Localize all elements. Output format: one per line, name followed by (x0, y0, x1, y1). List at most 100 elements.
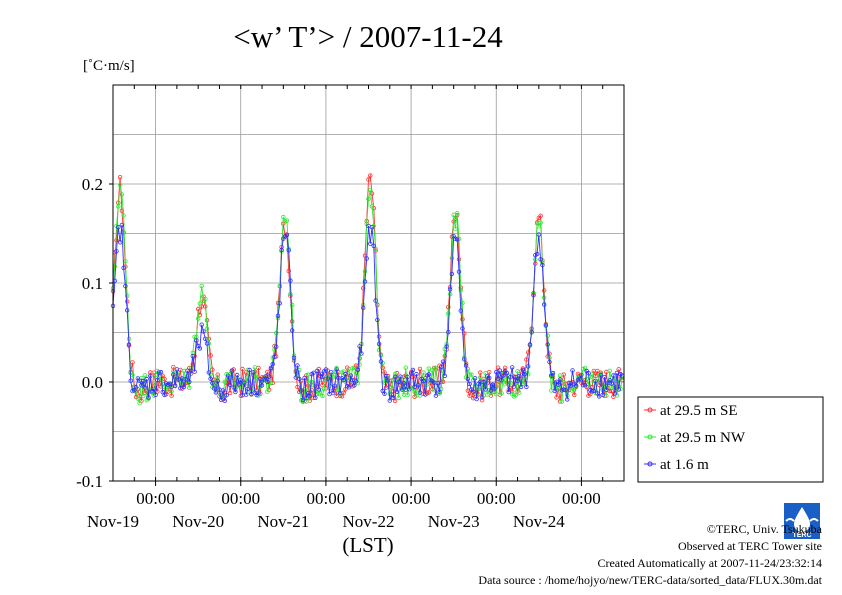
data-point (518, 384, 524, 390)
data-point (368, 241, 373, 246)
y-tick-label: 0.2 (82, 175, 103, 194)
data-point (316, 387, 321, 392)
data-point (213, 390, 219, 395)
data-point (538, 220, 543, 225)
data-point (362, 279, 368, 284)
legend-marker (647, 461, 653, 467)
data-point (325, 376, 330, 381)
data-point (243, 392, 249, 397)
data-point (373, 298, 378, 303)
data-point (520, 367, 526, 372)
data-point (526, 364, 531, 369)
data-point (362, 269, 368, 274)
data-point (187, 385, 192, 390)
data-point (467, 393, 472, 398)
data-point (442, 373, 447, 379)
data-point (231, 385, 236, 390)
data-point (247, 367, 252, 373)
data-point (298, 398, 304, 403)
data-point (361, 286, 366, 291)
data-point (490, 382, 495, 387)
data-point (174, 367, 180, 372)
data-point (250, 370, 256, 375)
data-point (447, 287, 453, 292)
data-point (449, 256, 455, 261)
data-point (554, 395, 559, 400)
x-tick-label: 00:00 (307, 489, 346, 508)
data-point (494, 392, 499, 397)
data-point (144, 389, 149, 394)
data-point (412, 389, 417, 394)
data-point (424, 382, 430, 387)
data-point (371, 243, 376, 249)
data-point (265, 379, 270, 385)
data-point (431, 388, 437, 393)
data-point (259, 383, 265, 388)
logo-text: TERC (792, 532, 811, 539)
data-point (201, 329, 206, 334)
data-point (261, 377, 266, 382)
x-tick-label: 00:00 (136, 489, 175, 508)
data-point (446, 311, 451, 316)
data-point (435, 381, 440, 386)
data-point (355, 367, 361, 373)
data-point (300, 397, 306, 403)
data-point (240, 366, 245, 372)
data-point (391, 395, 396, 400)
data-point (494, 369, 499, 375)
data-point (153, 382, 158, 387)
data-point (119, 192, 125, 197)
data-point (382, 391, 387, 396)
data-point (270, 361, 275, 367)
data-point (597, 394, 602, 399)
data-point (295, 363, 300, 368)
data-point (171, 372, 176, 377)
data-point (614, 370, 620, 376)
data-point (227, 382, 233, 388)
data-point (116, 204, 121, 209)
data-point (190, 354, 195, 359)
x-tick-label: 00:00 (477, 489, 516, 508)
data-point (361, 305, 366, 310)
data-point (517, 373, 522, 379)
data-point (433, 365, 439, 370)
observed-text: Observed at TERC Tower site (678, 539, 822, 553)
data-point (144, 376, 149, 382)
data-point (197, 301, 203, 306)
logo-drop-icon (794, 507, 810, 532)
data-point (384, 373, 389, 379)
data-point (616, 377, 621, 382)
data-point (579, 372, 584, 378)
data-point (561, 379, 566, 385)
data-point (352, 383, 357, 388)
data-point (572, 387, 577, 392)
day-label: Nov-20 (172, 512, 224, 531)
data-point (604, 387, 609, 393)
data-point (359, 351, 364, 356)
data-point (456, 257, 462, 262)
data-point (417, 393, 423, 398)
data-point (559, 399, 565, 404)
data-point (178, 386, 183, 391)
data-point (227, 390, 233, 396)
data-point (256, 391, 261, 396)
data-point (142, 385, 148, 390)
data-point (517, 390, 522, 395)
data-point (302, 375, 307, 381)
data-point (337, 390, 343, 396)
data-point (440, 379, 446, 384)
data-point (416, 383, 421, 388)
data-point (602, 375, 607, 380)
data-point (430, 368, 435, 373)
data-point (117, 240, 123, 245)
data-point (169, 389, 174, 394)
y-ticks: 0.2 0.1 0.0 -0.1 (76, 175, 113, 491)
data-point (192, 334, 197, 339)
data-point (277, 301, 282, 306)
data-point (510, 365, 515, 370)
data-point (378, 359, 384, 364)
data-point (224, 393, 229, 398)
data-point (265, 369, 270, 375)
data-point (417, 366, 423, 372)
data-point (616, 367, 621, 372)
